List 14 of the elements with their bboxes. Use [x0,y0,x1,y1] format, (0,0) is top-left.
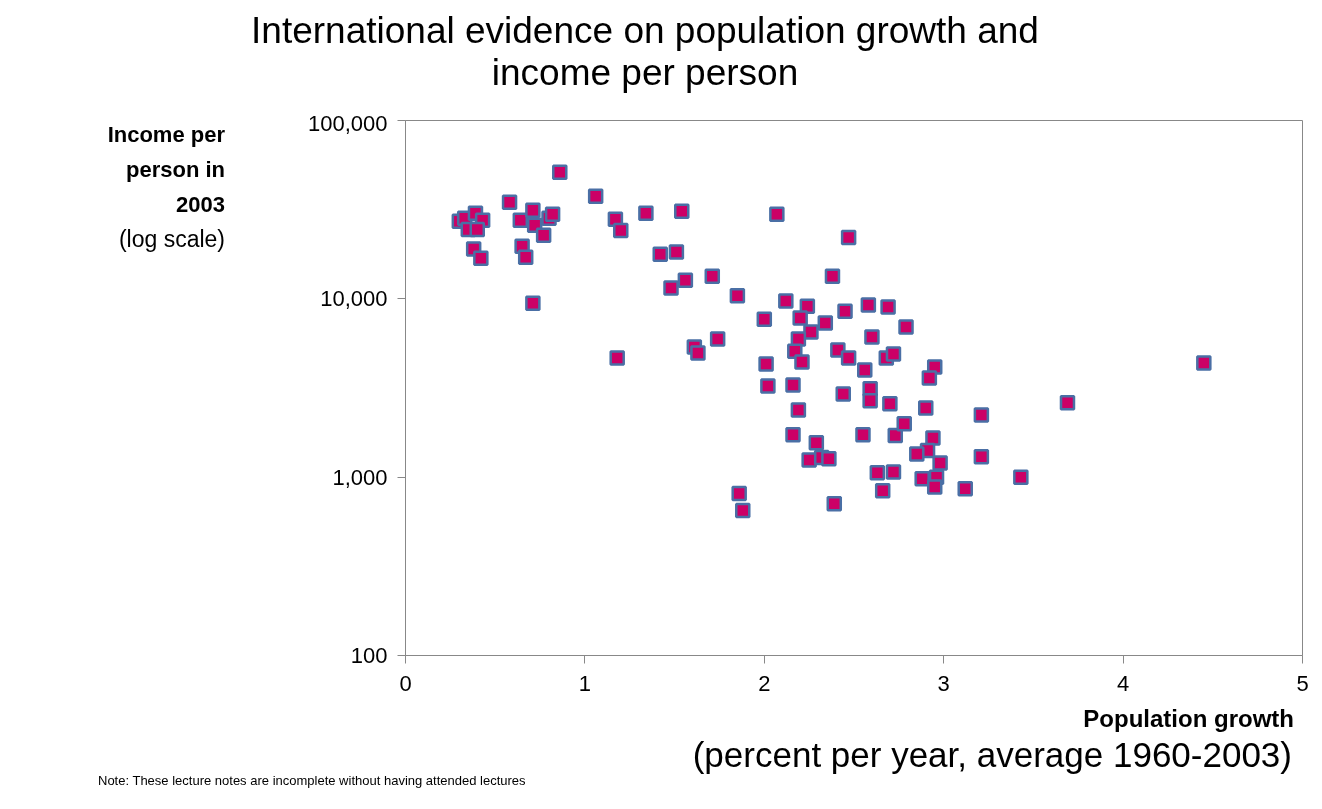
x-tick-label: 0 [399,670,412,696]
y-tick-label: 100,000 [307,110,388,136]
x-tick-label: 1 [578,670,592,696]
x-axis-title: Population growth (percent per year, average 1960-2003) [692,704,1294,776]
x-tick-label: 4 [1116,670,1130,696]
y-axis-title: Income per person in 2003 (log scale) [107,122,225,252]
x-tick-label: 2 [758,670,771,696]
x-tick-label: 5 [1296,670,1309,696]
y-tick-label: 100 [350,643,388,668]
y-tick-label: 1,000 [332,464,388,490]
x-tick-label: 3 [937,670,950,696]
y-tick-label: 10,000 [320,286,388,312]
text: Note: These lecture notes are incomplete without having attended lectures [98,772,526,790]
chart-title: International evidence on population growth and income per person [251,10,1039,94]
